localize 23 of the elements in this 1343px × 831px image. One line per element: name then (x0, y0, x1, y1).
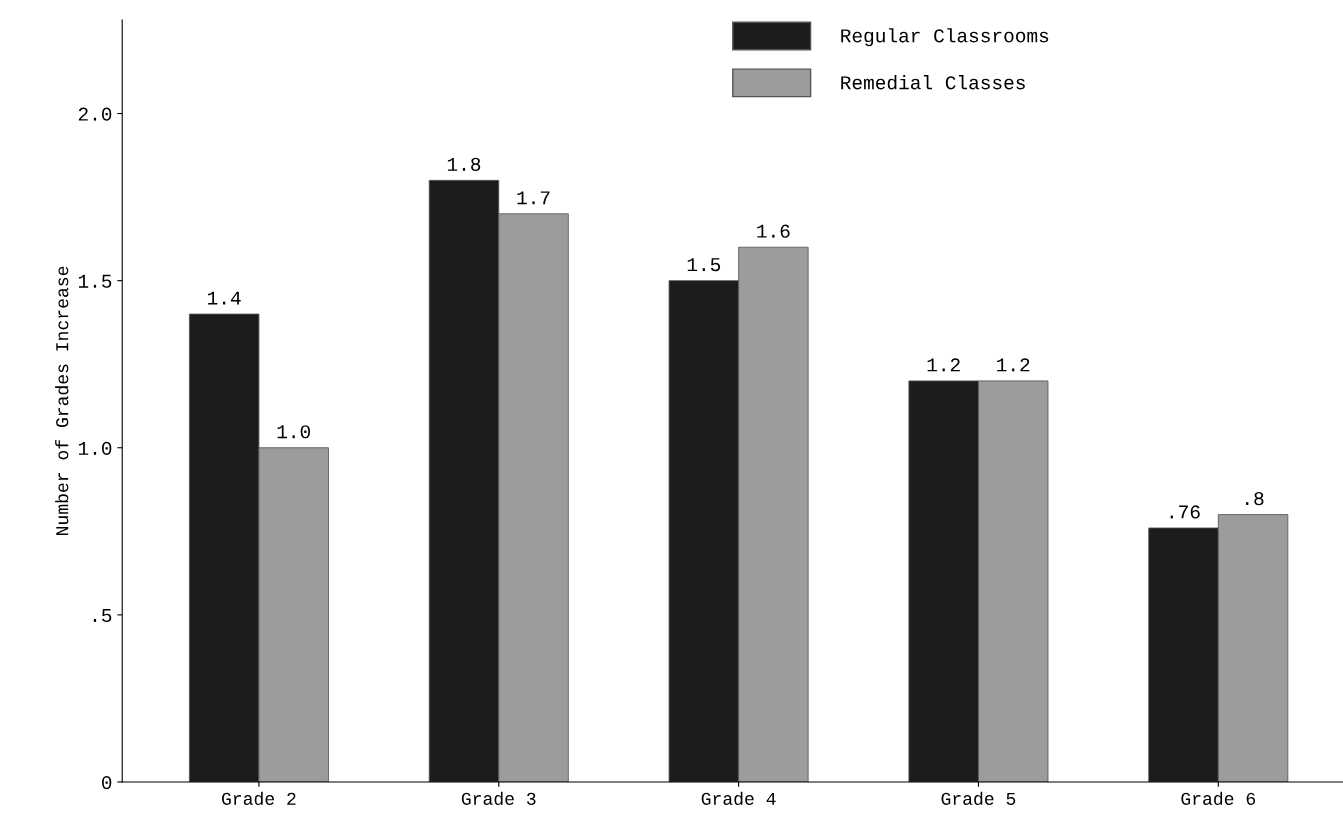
y-tick-label: 1.5 (78, 274, 112, 288)
data-label: 1.7 (517, 191, 550, 205)
y-axis-title: Number of Grades Increase (55, 266, 69, 535)
x-tick-label: Grade 5 (941, 791, 1016, 806)
data-label: .76 (1170, 505, 1200, 519)
y-tick-label: 1.0 (78, 441, 112, 455)
data-label: 1.2 (997, 358, 1030, 372)
data-label: 1.4 (208, 291, 241, 305)
x-tick-label: Grade 2 (221, 791, 296, 806)
data-label: 1.6 (757, 224, 790, 238)
data-label: 1.5 (687, 258, 721, 272)
data-label: 1.2 (927, 358, 960, 372)
legend-label: Regular Classrooms (841, 28, 1049, 47)
legend-label: Remedial Classes (841, 75, 1025, 90)
y-tick-label: 2.0 (78, 107, 112, 121)
y-tick-label: 0 (102, 776, 112, 790)
x-tick-label: Grade 4 (701, 791, 776, 806)
x-tick-label: Grade 3 (461, 791, 536, 806)
data-label: 1.8 (447, 157, 481, 171)
data-label: 1.0 (277, 425, 310, 439)
y-tick-label: .5 (93, 609, 112, 623)
data-label: .8 (1246, 492, 1264, 506)
x-tick-label: Grade 6 (1181, 791, 1256, 806)
